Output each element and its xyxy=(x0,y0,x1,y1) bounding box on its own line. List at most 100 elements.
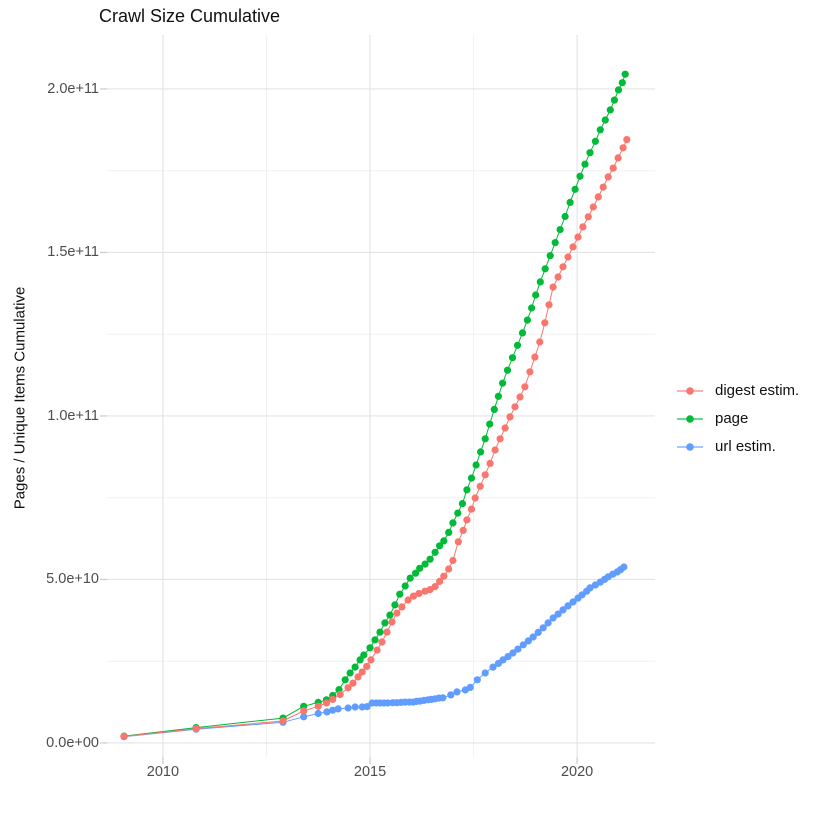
data-point xyxy=(554,610,562,618)
data-point xyxy=(401,582,409,590)
data-point xyxy=(360,651,368,659)
y-tick-label: 0.0e+00 xyxy=(46,734,99,751)
legend-item-page: page xyxy=(676,409,799,428)
data-point xyxy=(363,703,371,711)
data-point xyxy=(378,638,386,646)
data-point xyxy=(449,519,457,527)
legend-key-point xyxy=(686,386,694,395)
data-point xyxy=(472,461,480,469)
data-point xyxy=(594,193,602,201)
data-point xyxy=(618,79,626,87)
data-point xyxy=(440,572,448,580)
data-point xyxy=(511,403,519,411)
data-point xyxy=(546,252,554,260)
data-point xyxy=(346,669,354,677)
data-point xyxy=(536,278,544,286)
data-point xyxy=(471,494,479,502)
data-point xyxy=(376,628,384,636)
data-point xyxy=(623,136,631,144)
data-point xyxy=(564,602,572,610)
data-point xyxy=(322,699,331,707)
data-point xyxy=(509,649,517,657)
data-point xyxy=(300,713,308,721)
data-point xyxy=(459,526,467,535)
data-point xyxy=(440,537,448,545)
data-point xyxy=(334,705,342,713)
data-point xyxy=(344,684,352,692)
data-point xyxy=(344,704,352,712)
data-point xyxy=(431,548,439,556)
legend-item-digest: digest estim. xyxy=(676,381,799,400)
legend-item-label: page xyxy=(715,410,749,427)
data-point xyxy=(534,628,542,637)
data-point xyxy=(371,636,379,644)
data-point xyxy=(436,542,444,550)
data-point xyxy=(491,446,499,454)
data-point xyxy=(356,656,364,664)
data-point xyxy=(445,565,453,573)
data-point xyxy=(314,702,322,710)
data-point xyxy=(599,183,607,191)
data-point xyxy=(564,253,572,261)
data-point xyxy=(586,584,594,592)
data-point xyxy=(481,669,489,677)
data-point xyxy=(421,560,429,568)
data-point xyxy=(571,185,579,193)
y-tick-label: 5.0e+10 xyxy=(46,571,99,588)
data-point xyxy=(579,223,587,231)
data-point xyxy=(416,564,424,572)
data-point xyxy=(279,717,287,725)
data-point xyxy=(566,198,574,206)
data-point xyxy=(591,137,600,145)
data-point xyxy=(486,420,494,428)
data-point xyxy=(447,691,455,699)
data-point xyxy=(391,601,399,609)
data-point xyxy=(614,154,622,162)
data-point xyxy=(609,164,617,172)
data-point xyxy=(396,590,404,598)
data-point xyxy=(499,379,507,387)
series-points-url-estim- xyxy=(120,563,628,741)
legend-key-icon xyxy=(677,386,703,395)
data-point xyxy=(556,226,564,234)
data-point xyxy=(363,662,371,671)
data-point xyxy=(404,596,412,604)
data-point xyxy=(586,149,594,157)
legend-key-icon xyxy=(677,442,703,451)
data-point xyxy=(386,611,394,619)
legend-item-label: url estim. xyxy=(715,438,776,455)
data-point xyxy=(559,263,567,271)
data-point xyxy=(192,725,200,733)
data-point xyxy=(431,583,439,591)
data-point xyxy=(513,341,522,349)
x-tick-label: 2010 xyxy=(146,764,180,780)
data-point xyxy=(604,173,612,181)
data-point xyxy=(323,708,331,716)
data-point xyxy=(486,459,494,467)
data-point xyxy=(426,555,434,563)
data-point xyxy=(532,291,540,299)
data-point xyxy=(523,316,532,324)
y-tick-label: 2.0e+11 xyxy=(47,80,99,97)
series-line-url-estim- xyxy=(123,566,625,738)
data-point xyxy=(383,628,391,636)
data-point xyxy=(341,676,349,684)
data-point xyxy=(619,144,627,152)
legend-key-icon xyxy=(677,414,703,423)
data-point xyxy=(445,528,453,537)
data-point xyxy=(539,624,547,632)
legend: digest estim. page url estim. xyxy=(676,381,799,456)
data-point xyxy=(458,500,466,508)
data-point xyxy=(526,368,534,376)
legend-item-url: url estim. xyxy=(676,437,799,456)
data-point xyxy=(481,435,489,443)
data-point xyxy=(596,126,604,134)
data-point xyxy=(300,707,308,715)
data-point xyxy=(473,676,481,684)
data-point xyxy=(508,354,517,362)
data-point xyxy=(584,213,592,221)
data-point xyxy=(366,644,374,652)
data-point xyxy=(477,448,485,456)
y-tick-label: 1.0e+11 xyxy=(47,407,99,424)
